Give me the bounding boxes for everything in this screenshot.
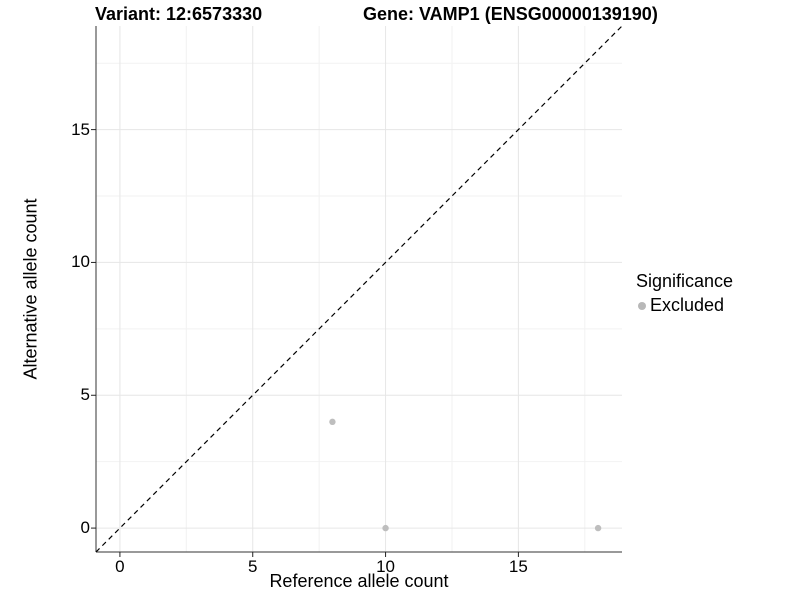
x-tick-label: 10 xyxy=(376,557,396,576)
y-tick-label: 5 xyxy=(80,385,90,405)
y-axis-title: Alternative allele count xyxy=(20,198,41,380)
legend-item-label: Excluded xyxy=(650,295,725,315)
data-point xyxy=(329,418,336,426)
x-axis-title: Reference allele count xyxy=(269,571,449,591)
identity-dashed-line xyxy=(95,25,623,553)
legend: Significance Excluded xyxy=(636,271,733,316)
plot-title-gene: Gene: VAMP1 (ENSG00000139190) xyxy=(363,4,658,24)
plot-title-variant: Variant: 12:6573330 xyxy=(95,4,263,24)
x-tick-label: 0 xyxy=(115,557,125,576)
x-tick-label: 15 xyxy=(508,557,528,576)
y-tick-label: 10 xyxy=(71,252,90,272)
legend-point-icon xyxy=(638,301,646,310)
y-tick-label: 15 xyxy=(71,119,90,139)
data-point xyxy=(594,524,602,532)
y-tick-label: 0 xyxy=(80,518,90,538)
x-tick-label: 5 xyxy=(248,557,258,576)
legend-title: Significance xyxy=(636,271,734,291)
data-point xyxy=(382,524,389,532)
legend-item-excluded: Excluded xyxy=(636,295,733,316)
